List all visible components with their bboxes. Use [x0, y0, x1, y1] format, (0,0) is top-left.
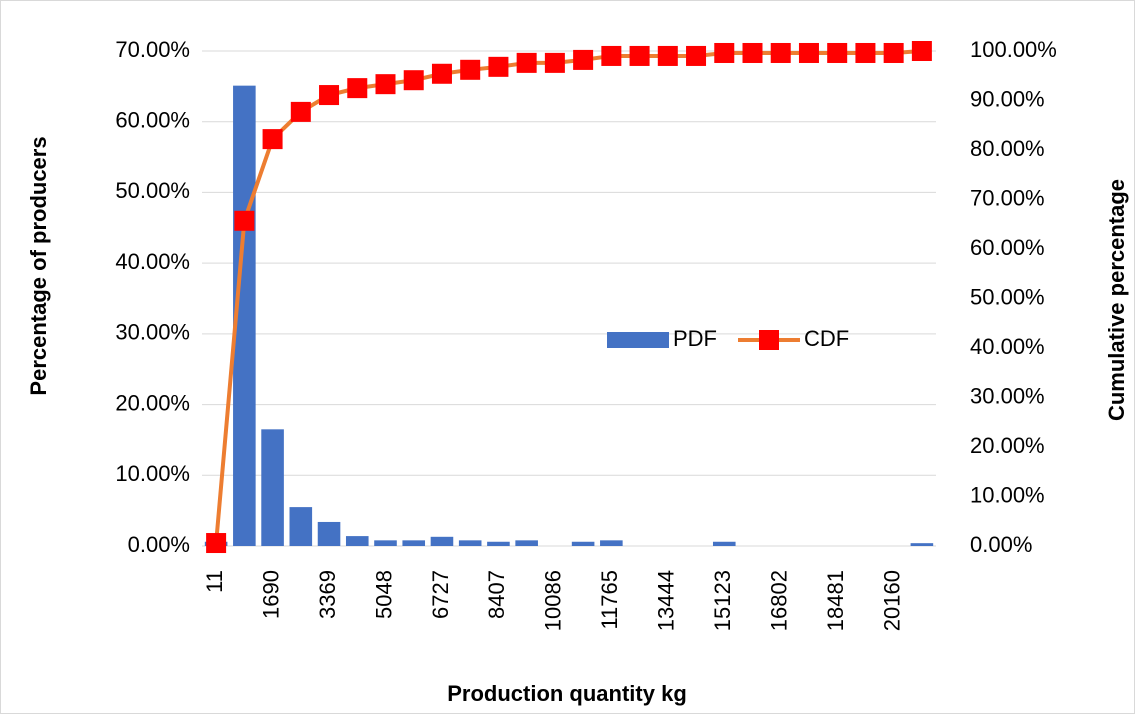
- bar: [458, 540, 482, 546]
- marker: [855, 42, 876, 63]
- marker: [714, 42, 735, 63]
- y2-tick-label: 100.00%: [970, 37, 1057, 62]
- y2-tick-label: 90.00%: [970, 86, 1045, 111]
- y2-tick-label: 40.00%: [970, 334, 1045, 359]
- bar: [345, 536, 369, 546]
- marker: [262, 129, 283, 150]
- marker: [657, 45, 678, 66]
- y2-tick-label: 10.00%: [970, 482, 1045, 507]
- marker: [431, 63, 452, 84]
- legend-marker: [759, 330, 779, 350]
- marker: [911, 41, 932, 61]
- y2-tick-label: 20.00%: [970, 433, 1045, 458]
- x-tick-label: 20160: [879, 570, 904, 631]
- x-axis-title: Production quantity kg: [447, 681, 687, 706]
- marker: [798, 42, 819, 63]
- marker: [347, 78, 368, 99]
- y2-tick-label: 50.00%: [970, 284, 1045, 309]
- marker: [488, 56, 509, 77]
- marker: [206, 533, 227, 554]
- x-tick-label: 10086: [541, 570, 566, 631]
- y-tick-label: 0.00%: [128, 532, 190, 557]
- bar: [317, 521, 341, 546]
- marker: [686, 45, 707, 66]
- bar: [712, 541, 736, 546]
- y-tick-label: 40.00%: [115, 249, 190, 274]
- y2-tick-label: 0.00%: [970, 532, 1032, 557]
- x-tick-label: 6727: [428, 570, 453, 619]
- marker: [770, 42, 791, 63]
- bar: [600, 540, 623, 546]
- marker: [234, 210, 255, 231]
- legend-label: CDF: [804, 326, 849, 351]
- legend-label: PDF: [673, 326, 717, 351]
- marker: [742, 42, 763, 63]
- y2-tick-label: 60.00%: [970, 235, 1045, 260]
- y-axis-title: Percentage of producers: [26, 136, 51, 395]
- bar: [261, 429, 284, 546]
- marker: [883, 42, 904, 63]
- bar: [289, 507, 313, 546]
- marker: [601, 45, 622, 66]
- x-tick-label: 3369: [315, 570, 340, 619]
- y-tick-label: 70.00%: [115, 37, 190, 62]
- marker: [516, 52, 537, 73]
- x-tick-label: 11765: [597, 570, 622, 630]
- marker: [319, 85, 340, 106]
- bar: [430, 536, 454, 546]
- marker: [827, 42, 848, 63]
- marker: [544, 52, 565, 73]
- x-tick-label: 8407: [484, 570, 509, 619]
- bar: [571, 541, 595, 546]
- x-tick-label: 11: [202, 570, 227, 593]
- x-tick-label: 5048: [371, 570, 396, 619]
- y-tick-label: 60.00%: [115, 108, 190, 133]
- y2-tick-label: 30.00%: [970, 383, 1045, 408]
- bar: [910, 543, 934, 546]
- bar: [515, 540, 538, 546]
- x-tick-label: 13444: [654, 570, 679, 631]
- y2-axis-title: Cumulative percentage: [1104, 179, 1129, 421]
- x-tick-label: 15123: [710, 570, 735, 631]
- legend-swatch: [607, 332, 669, 348]
- y2-tick-label: 80.00%: [970, 136, 1045, 161]
- marker: [403, 70, 424, 91]
- y-tick-label: 20.00%: [115, 390, 190, 415]
- marker: [629, 45, 650, 66]
- x-tick-label: 18481: [823, 570, 848, 631]
- x-tick-label: 1690: [258, 570, 283, 619]
- bar: [487, 541, 510, 546]
- x-tick-label: 16802: [767, 570, 792, 631]
- y2-tick-label: 70.00%: [970, 185, 1045, 210]
- bar: [402, 540, 426, 546]
- y-tick-label: 30.00%: [115, 320, 190, 345]
- y-tick-label: 50.00%: [115, 178, 190, 203]
- marker: [375, 74, 396, 95]
- marker: [290, 101, 311, 122]
- y-tick-label: 10.00%: [115, 461, 190, 486]
- marker: [573, 49, 594, 70]
- bar: [374, 540, 397, 546]
- marker: [460, 59, 481, 80]
